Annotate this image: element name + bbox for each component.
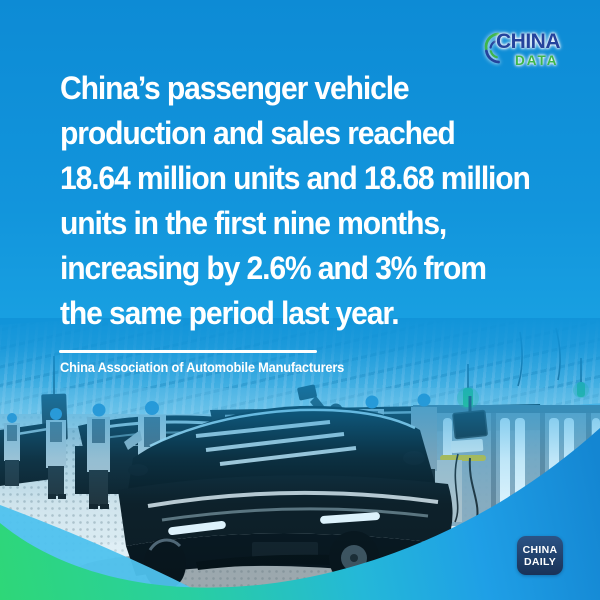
source-attribution: China Association of Automobile Manufact…: [60, 360, 345, 375]
china-data-arcs-icon: [484, 32, 500, 64]
attribution-rule: [59, 350, 317, 353]
china-daily-line2: DAILY: [523, 555, 557, 568]
headline-text: China’s passenger vehicle production and…: [60, 70, 531, 331]
china-data-logo: CHINA DATA: [477, 24, 587, 72]
china-data-sub-wordmark: DATA: [515, 53, 559, 68]
china-data-wordmark: CHINA: [496, 30, 561, 53]
china-daily-line1: CHINA: [522, 543, 558, 556]
china-daily-badge: CHINA DAILY: [517, 536, 563, 575]
